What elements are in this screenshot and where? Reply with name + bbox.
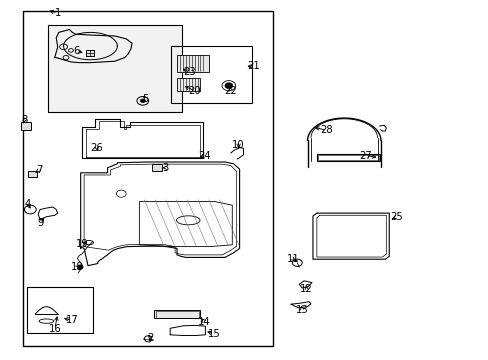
- Text: 21: 21: [246, 61, 259, 71]
- Bar: [48, 25, 182, 112]
- Text: 17: 17: [66, 315, 79, 325]
- Text: 26: 26: [90, 143, 103, 153]
- Bar: [154, 310, 200, 318]
- Circle shape: [77, 265, 83, 269]
- Text: 6: 6: [73, 46, 80, 56]
- Circle shape: [140, 99, 145, 103]
- Text: 20: 20: [188, 86, 201, 96]
- Circle shape: [224, 83, 232, 89]
- Text: 25: 25: [390, 212, 403, 222]
- Bar: [177, 55, 208, 72]
- Text: 8: 8: [21, 115, 27, 125]
- Bar: [27, 287, 93, 333]
- Text: 2: 2: [147, 333, 154, 343]
- Text: 1: 1: [54, 8, 61, 18]
- Text: 5: 5: [142, 94, 149, 104]
- Text: 28: 28: [320, 125, 332, 135]
- Text: 11: 11: [286, 254, 299, 264]
- Text: 27: 27: [359, 150, 371, 161]
- Text: 24: 24: [198, 150, 210, 161]
- Text: 10: 10: [232, 140, 244, 150]
- Text: 3: 3: [162, 163, 168, 173]
- Bar: [155, 311, 199, 318]
- Bar: [316, 154, 380, 161]
- Text: 4: 4: [25, 199, 31, 210]
- Text: 22: 22: [224, 86, 237, 96]
- Bar: [317, 155, 379, 160]
- Bar: [171, 46, 251, 103]
- Text: 18: 18: [71, 262, 83, 272]
- Bar: [20, 122, 31, 130]
- Bar: [151, 164, 162, 171]
- Text: 15: 15: [207, 329, 220, 339]
- Bar: [23, 11, 272, 346]
- Bar: [85, 50, 94, 56]
- Bar: [177, 78, 200, 91]
- Text: 12: 12: [300, 284, 312, 294]
- Bar: [28, 171, 37, 177]
- Text: 7: 7: [36, 165, 42, 175]
- Text: 16: 16: [48, 324, 61, 334]
- Text: 23: 23: [183, 67, 196, 77]
- Text: 13: 13: [295, 305, 308, 315]
- Text: 14: 14: [198, 317, 210, 327]
- Text: 19: 19: [76, 239, 88, 249]
- Text: 9: 9: [37, 218, 43, 228]
